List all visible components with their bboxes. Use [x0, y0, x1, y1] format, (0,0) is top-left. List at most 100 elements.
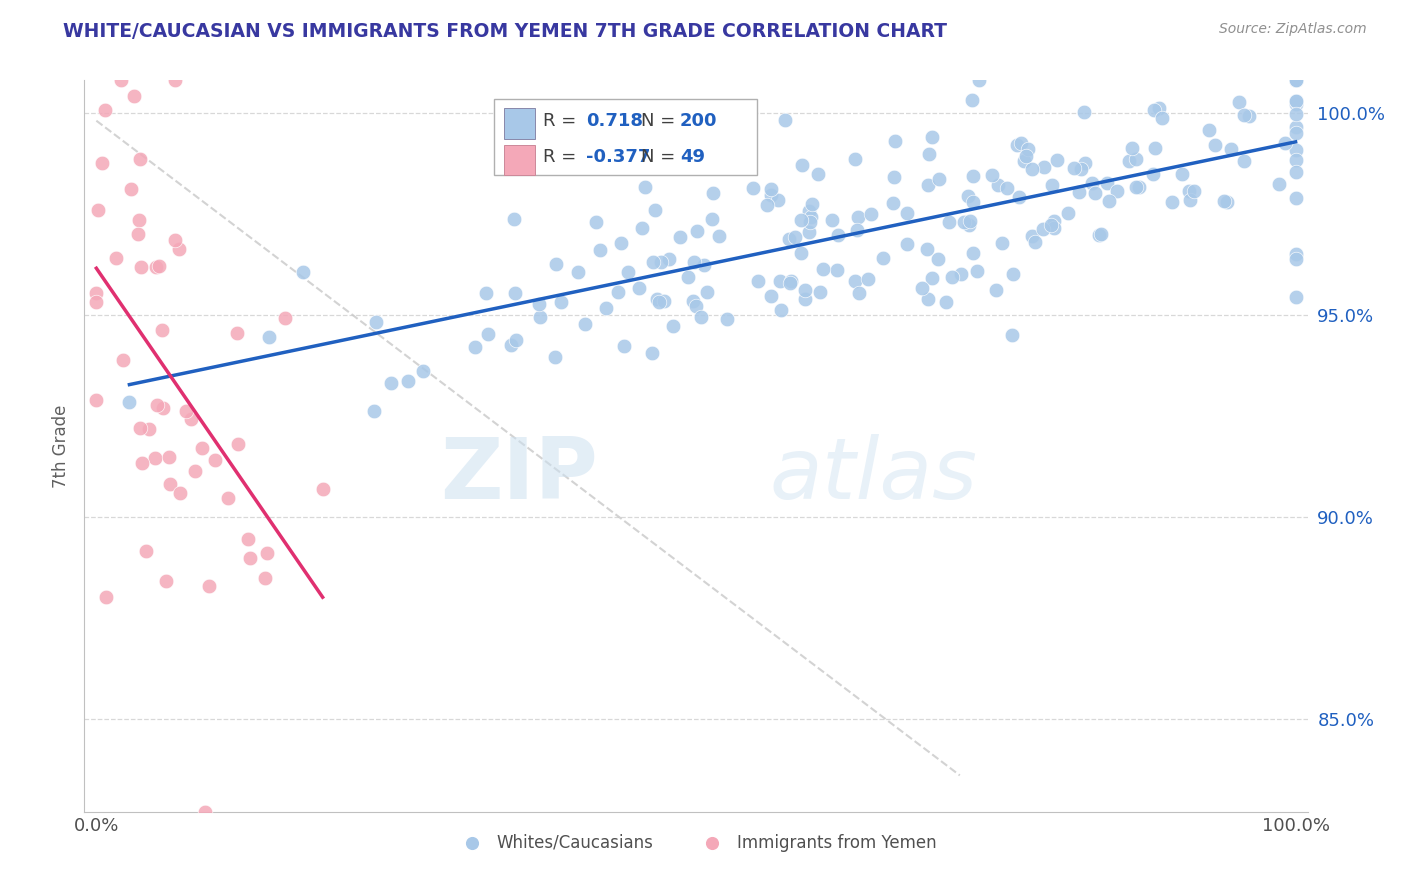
Point: [1284, 73, 1306, 87]
Point: [747, 274, 769, 288]
Point: [204, 453, 226, 467]
Point: [1284, 289, 1306, 303]
Point: [1121, 141, 1143, 155]
Point: [1042, 221, 1064, 235]
Point: [628, 281, 651, 295]
Point: [129, 152, 152, 166]
Point: [648, 295, 671, 310]
Point: [1105, 184, 1128, 198]
Point: [239, 550, 262, 565]
Point: [644, 202, 666, 217]
Point: [827, 227, 849, 242]
Point: [759, 289, 782, 303]
Point: [477, 327, 499, 342]
Point: [935, 295, 957, 310]
Point: [256, 546, 278, 560]
Point: [145, 398, 167, 412]
Point: [503, 212, 526, 227]
Point: [959, 214, 981, 228]
Point: [1198, 123, 1220, 137]
Point: [1017, 142, 1039, 156]
Point: [544, 350, 567, 364]
FancyBboxPatch shape: [503, 145, 534, 176]
Point: [962, 169, 984, 183]
Point: [799, 215, 821, 229]
Point: [856, 272, 879, 286]
Point: [962, 246, 984, 260]
Point: [682, 294, 704, 309]
Point: [127, 227, 149, 242]
Point: [1212, 194, 1234, 209]
Point: [131, 456, 153, 470]
Point: [412, 364, 434, 378]
Text: Source: ZipAtlas.com: Source: ZipAtlas.com: [1219, 22, 1367, 37]
Point: [991, 235, 1014, 250]
Text: 0.718: 0.718: [586, 112, 643, 129]
Point: [845, 223, 868, 237]
Point: [1010, 136, 1032, 150]
Point: [159, 476, 181, 491]
Point: [911, 281, 934, 295]
Point: [1233, 154, 1256, 169]
Point: [957, 218, 980, 232]
Point: [700, 211, 723, 226]
Point: [1268, 177, 1291, 191]
Point: [1284, 144, 1306, 158]
Point: [91, 156, 114, 170]
Point: [311, 482, 333, 496]
Point: [696, 285, 718, 300]
Point: [1001, 328, 1024, 343]
Point: [150, 323, 173, 337]
Point: [1073, 156, 1095, 170]
Point: [112, 353, 135, 368]
Point: [1143, 103, 1166, 117]
Point: [1021, 229, 1043, 244]
Text: ZIP: ZIP: [440, 434, 598, 516]
Point: [661, 319, 683, 334]
Point: [921, 271, 943, 285]
Point: [769, 302, 792, 317]
Point: [668, 230, 690, 244]
Point: [595, 301, 617, 316]
Point: [794, 292, 817, 306]
Point: [797, 225, 820, 239]
Text: atlas: atlas: [769, 434, 977, 516]
Point: [1284, 165, 1306, 179]
Point: [844, 274, 866, 288]
Point: [800, 196, 823, 211]
Point: [882, 195, 904, 210]
Point: [124, 88, 146, 103]
Point: [1046, 153, 1069, 167]
Point: [474, 286, 496, 301]
Point: [872, 251, 894, 265]
Point: [896, 237, 918, 252]
Point: [191, 442, 214, 456]
Text: WHITE/CAUCASIAN VS IMMIGRANTS FROM YEMEN 7TH GRADE CORRELATION CHART: WHITE/CAUCASIAN VS IMMIGRANTS FROM YEMEN…: [63, 22, 948, 41]
Point: [236, 532, 259, 546]
Point: [1067, 186, 1090, 200]
Point: [1070, 161, 1092, 176]
Point: [585, 214, 607, 228]
Point: [128, 213, 150, 227]
Point: [1284, 73, 1306, 87]
Point: [1284, 107, 1306, 121]
Point: [120, 182, 142, 196]
Point: [274, 310, 297, 325]
Point: [1147, 101, 1170, 115]
Point: [1284, 191, 1306, 205]
Point: [94, 103, 117, 117]
Point: [1014, 148, 1036, 162]
Point: [1063, 161, 1085, 175]
Point: [966, 264, 988, 278]
Point: [607, 285, 630, 299]
Point: [641, 346, 664, 360]
Point: [821, 212, 844, 227]
Point: [967, 73, 990, 87]
Point: [1171, 167, 1194, 181]
Point: [588, 243, 610, 257]
Point: [1216, 194, 1239, 209]
Point: [1160, 195, 1182, 210]
Text: R =: R =: [543, 112, 582, 129]
Point: [529, 310, 551, 325]
Text: N =: N =: [641, 148, 675, 166]
